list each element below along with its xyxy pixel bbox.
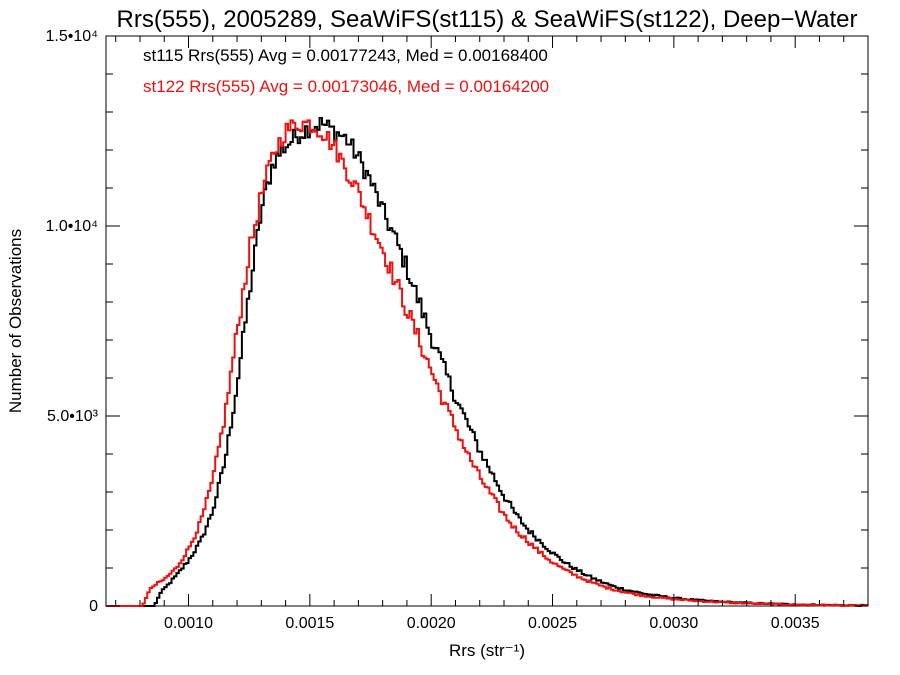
tick-layer: 0.0010 0.0015 0.0020 0.0025 0.0030 0.0035 0 5.0…: [45, 28, 869, 632]
y-axis-label: Number of Observations: [6, 229, 25, 413]
series-line-1: [106, 119, 868, 607]
series-layer: [106, 117, 868, 607]
x-tick-label: 0.0035: [771, 615, 820, 632]
y-tick-label: 1.0•10⁴: [45, 218, 98, 235]
plot-frame: [105, 35, 869, 607]
annotation-st115: st115 Rrs(555) Avg = 0.00177243, Med = 0…: [143, 46, 548, 65]
plot-border: [105, 35, 869, 607]
x-tick-label: 0.0030: [649, 615, 698, 632]
series-line-0: [106, 117, 868, 607]
x-tick-label: 0.0020: [407, 615, 456, 632]
x-tick-label: 0.0025: [528, 615, 577, 632]
y-tick-label: 1.5•10⁴: [45, 28, 98, 45]
chart-title: Rrs(555), 2005289, SeaWiFS(st115) & SeaW…: [117, 6, 858, 33]
x-tick-label: 0.0010: [164, 615, 213, 632]
annotation-st122: st122 Rrs(555) Avg = 0.00173046, Med = 0…: [143, 77, 549, 96]
y-tick-label: 0: [89, 598, 98, 615]
y-tick-label: 5.0•10³: [47, 408, 99, 425]
x-axis-label: Rrs (str⁻¹): [449, 641, 525, 660]
x-tick-label: 0.0015: [285, 615, 334, 632]
